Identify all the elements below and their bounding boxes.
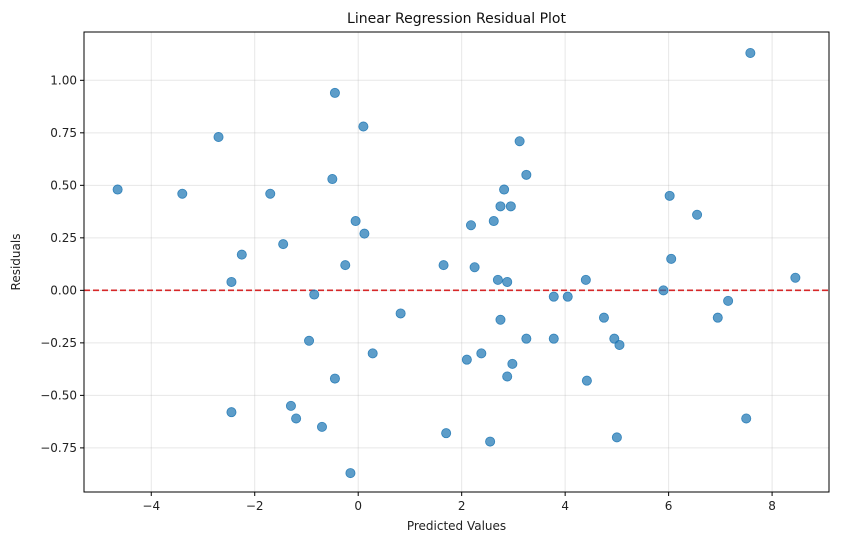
data-point xyxy=(581,375,592,386)
data-point xyxy=(329,87,340,98)
y-axis-ticks: −0.75 −0.50 −0.25 0.00 0.25 0.50 0.75 1.00 xyxy=(40,73,84,455)
data-point xyxy=(611,432,622,443)
data-point xyxy=(502,371,513,382)
data-point xyxy=(345,468,356,479)
data-point xyxy=(507,358,518,369)
data-point xyxy=(502,276,513,287)
data-point xyxy=(562,291,573,302)
data-point xyxy=(514,136,525,147)
data-point xyxy=(358,121,369,132)
data-point xyxy=(505,201,516,212)
data-point xyxy=(712,312,723,323)
y-tick-label: −0.25 xyxy=(40,336,77,350)
data-point xyxy=(265,188,276,199)
data-point xyxy=(521,169,532,180)
data-point xyxy=(395,308,406,319)
data-point xyxy=(745,48,756,59)
data-point xyxy=(327,174,338,185)
data-point xyxy=(580,274,591,285)
y-tick-label: 0.00 xyxy=(50,283,77,297)
data-point xyxy=(485,436,496,447)
x-tick-label: 4 xyxy=(561,499,569,513)
data-point xyxy=(495,201,506,212)
data-point xyxy=(658,285,669,296)
data-point xyxy=(692,209,703,220)
data-point xyxy=(488,216,499,227)
y-tick-label: 0.75 xyxy=(50,126,77,140)
data-point xyxy=(340,260,351,271)
y-axis-title: Residuals xyxy=(9,234,23,291)
data-point xyxy=(309,289,320,300)
data-point xyxy=(741,413,752,424)
data-point xyxy=(469,262,480,273)
data-points xyxy=(112,48,801,479)
data-point xyxy=(226,407,237,418)
data-point xyxy=(226,276,237,287)
chart-title: Linear Regression Residual Plot xyxy=(347,11,566,27)
x-axis-title: Predicted Values xyxy=(407,519,506,533)
data-point xyxy=(598,312,609,323)
x-tick-label: 8 xyxy=(768,499,776,513)
plot-frame xyxy=(83,31,830,493)
data-point xyxy=(367,348,378,359)
data-point xyxy=(614,339,625,350)
x-tick-label: −4 xyxy=(142,499,160,513)
y-tick-label: 0.25 xyxy=(50,231,77,245)
data-point xyxy=(236,249,247,260)
x-tick-label: 0 xyxy=(354,499,362,513)
data-point xyxy=(177,188,188,199)
data-point xyxy=(329,373,340,384)
x-tick-label: 6 xyxy=(665,499,673,513)
data-point xyxy=(666,253,677,264)
data-point xyxy=(304,335,315,346)
data-point xyxy=(548,291,559,302)
data-point xyxy=(499,184,510,195)
x-axis-ticks: −4 −2 0 2 4 6 8 xyxy=(142,492,776,513)
data-point xyxy=(664,190,675,201)
data-point xyxy=(438,260,449,271)
data-point xyxy=(461,354,472,365)
y-tick-label: 1.00 xyxy=(50,73,77,87)
data-point xyxy=(465,220,476,231)
x-tick-label: 2 xyxy=(458,499,466,513)
data-point xyxy=(492,274,503,285)
data-point xyxy=(548,333,559,344)
data-point xyxy=(521,333,532,344)
data-point xyxy=(495,314,506,325)
x-tick-label: −2 xyxy=(246,499,264,513)
data-point xyxy=(790,272,801,283)
data-point xyxy=(476,348,487,359)
y-tick-label: 0.50 xyxy=(50,178,77,192)
data-point xyxy=(350,216,361,227)
y-tick-label: −0.50 xyxy=(40,388,77,402)
data-point xyxy=(291,413,302,424)
data-point xyxy=(112,184,123,195)
y-tick-label: −0.75 xyxy=(40,441,77,455)
data-point xyxy=(441,428,452,439)
data-point xyxy=(723,295,734,306)
data-point xyxy=(316,421,327,432)
data-point xyxy=(213,132,224,143)
data-point xyxy=(278,239,289,250)
data-point xyxy=(359,228,370,239)
data-point xyxy=(285,400,296,411)
